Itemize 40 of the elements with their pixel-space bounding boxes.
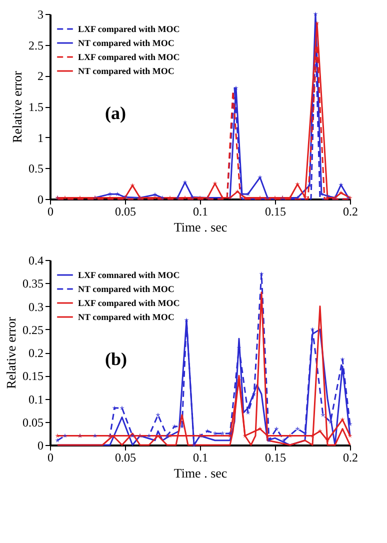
annotation: (a) [105,103,126,123]
annotation: (b) [105,349,128,369]
y-axis-title: Relative error [4,316,18,389]
y-tick-label: 2.5 [28,38,44,52]
x-tick-label: 0 [48,450,54,464]
y-tick-label: 0.3 [28,300,44,314]
y-tick-label: 0.15 [22,369,44,384]
y-tick-label: 1 [38,130,44,145]
y-tick-label: 0 [38,438,44,452]
y-axis-title: Relative error [10,70,24,143]
y-tick-label: 1.5 [28,100,44,114]
x-tick-label: 0.1 [193,204,208,218]
x-tick-label: 0.15 [265,204,286,218]
y-tick-label: 2 [38,69,44,84]
y-tick-label: 0.2 [28,346,44,360]
x-tick-label: 0.05 [115,204,136,218]
legend-label: LXF compared with MOC [78,24,180,34]
x-tick-label: 0.1 [193,450,208,464]
y-tick-label: 0.5 [28,162,44,176]
legend-label: LXF compared with MOC [78,52,180,62]
y-tick-label: 0.35 [22,276,44,291]
x-tick-label: 0 [48,204,54,218]
y-tick-label: 0 [38,192,44,206]
x-tick-label: 0.2 [343,204,358,218]
legend-label: NT compared with MOC [78,312,174,322]
x-tick-label: 0.05 [115,450,136,464]
x-tick-label: 0.2 [343,450,358,464]
y-tick-label: 0.4 [28,254,44,268]
legend-label: LXF comnared with MOC [78,270,180,280]
legend-label: NT compared with MOC [78,66,174,76]
y-tick-label: 0.05 [22,415,44,430]
y-tick-label: 3 [38,8,44,22]
y-tick-label: 0.25 [22,322,44,337]
legend-label: NT compared with MOC [78,284,174,294]
x-axis-title: Time . sec [174,220,228,234]
y-tick-label: 0.1 [28,392,44,406]
x-axis-title: Time . sec [174,466,228,480]
x-tick-label: 0.15 [265,450,286,464]
legend-label: NT compared with MOC [78,38,174,48]
legend-label: LXF compared with MOC [78,298,180,308]
